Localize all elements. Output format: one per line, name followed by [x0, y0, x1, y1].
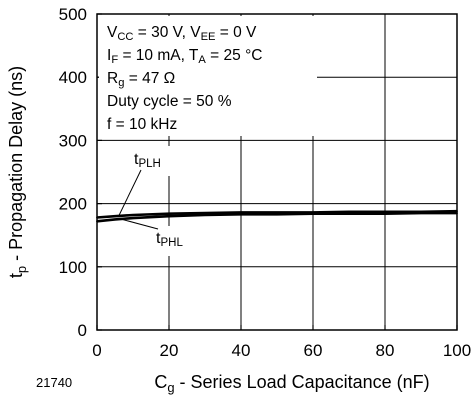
data-point-tPHL: [348, 212, 350, 215]
figure-number: 21740: [36, 375, 72, 390]
x-tick-label: 80: [376, 341, 395, 360]
series-group: [96, 209, 458, 223]
data-point-tPLH: [132, 214, 134, 216]
series-line-tPHL: [96, 211, 457, 223]
condition-line: f = 10 kHz: [107, 116, 177, 133]
x-tick-label: 20: [160, 341, 179, 360]
x-axis-label: Cg - Series Load Capacitance (nF): [154, 372, 429, 395]
data-point-tPLH: [204, 212, 206, 214]
data-point-tPHL: [312, 212, 314, 215]
y-tick-label: 400: [59, 68, 87, 87]
x-tick-label: 60: [304, 341, 323, 360]
label-background-plh: [130, 146, 182, 176]
tick-labels: 0 20 40 60 80 100 0 100 200 300 400 500: [59, 5, 472, 360]
data-point-tPLH: [348, 210, 350, 213]
data-point-tPLH: [276, 211, 278, 214]
curve-label-plh: tPLH: [134, 151, 161, 170]
leader-line-plh: [118, 169, 142, 217]
x-tick-label: 100: [443, 341, 471, 360]
data-point-tPHL: [204, 214, 206, 216]
data-point-tPHL: [276, 213, 278, 216]
plot-frame: [96, 13, 458, 331]
series-line-tPLH: [96, 209, 458, 219]
y-axis-label: tp - Propagation Delay (ns): [6, 66, 29, 278]
curve-label-phl: tPHL: [156, 230, 183, 249]
data-point-tPHL: [420, 212, 422, 214]
axis-labels: Cg - Series Load Capacitance (nF) tp - Pr…: [6, 66, 430, 395]
y-tick-label: 500: [59, 5, 87, 24]
tick-marks: [96, 13, 458, 331]
data-point-tPLH: [240, 211, 242, 214]
data-point-tPHL: [114, 218, 116, 221]
y-tick-label: 200: [59, 195, 87, 214]
leader-line-phl: [122, 218, 159, 230]
y-tick-label: 0: [78, 321, 87, 340]
condition-line: Duty cycle = 50 %: [107, 93, 232, 110]
data-point-tPLH: [114, 215, 116, 218]
data-point-tPLH: [384, 210, 386, 213]
test-conditions: VCC = 30 V, VEE = 0 V IF = 10 mA, TA = 25…: [99, 16, 317, 136]
data-point-tPLH: [168, 212, 170, 215]
data-point-tPHL: [132, 217, 134, 220]
data-point-tPHL: [384, 212, 386, 215]
y-tick-label: 300: [59, 131, 87, 150]
condition-line: VCC = 30 V, VEE = 0 V: [107, 24, 257, 43]
data-point-tPHL: [240, 213, 242, 216]
y-tick-label: 100: [59, 258, 87, 277]
condition-line: IF = 10 mA, TA = 25 °C: [107, 47, 262, 66]
label-background-phl: [152, 226, 204, 256]
x-tick-label: 0: [92, 341, 101, 360]
conditions-background: [99, 16, 317, 136]
curve-labels: tPLH tPHL: [118, 146, 204, 256]
data-point-tPHL: [168, 215, 170, 218]
x-tick-label: 40: [232, 341, 251, 360]
condition-line: Rg = 47 Ω: [107, 70, 175, 89]
